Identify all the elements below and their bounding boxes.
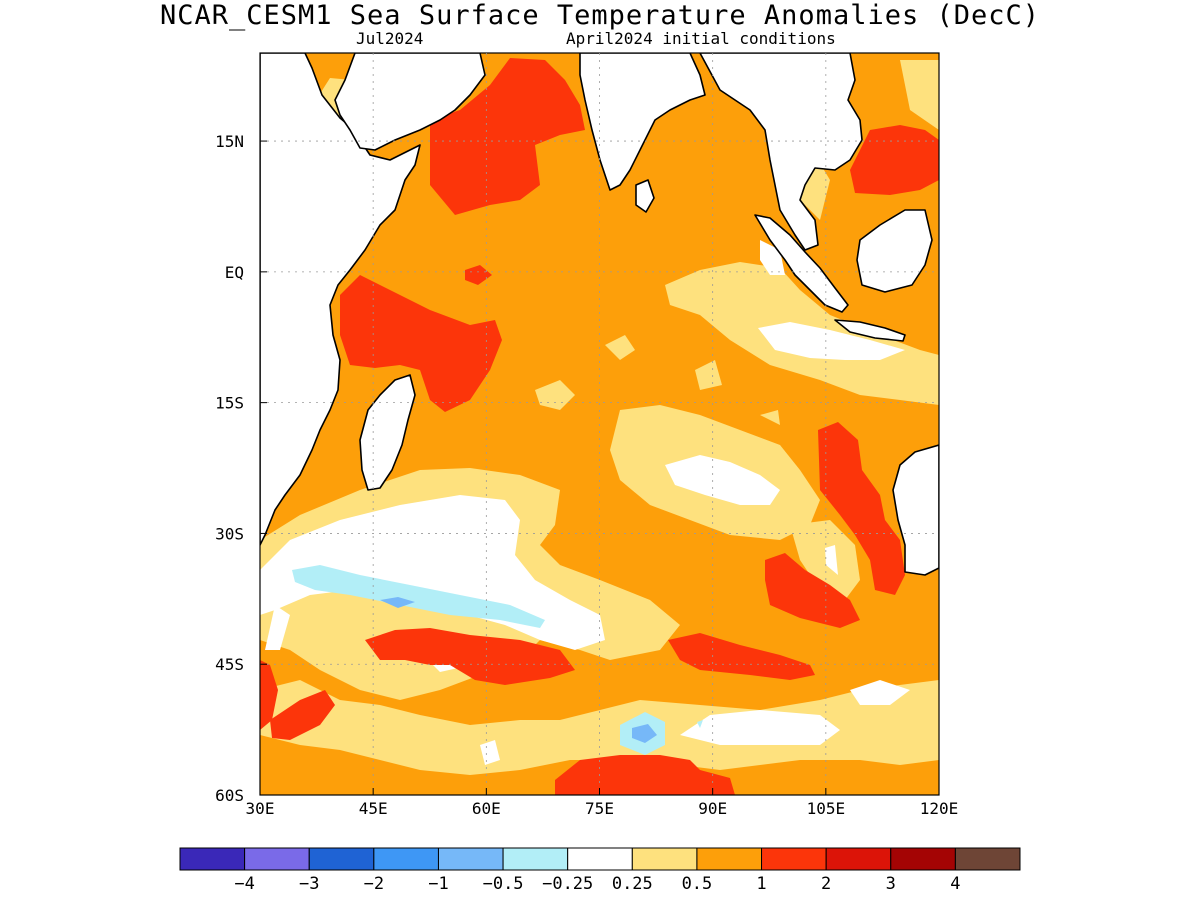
lat-tick-label: 15N [215,132,244,151]
colorbar-label: −2 [364,874,384,894]
lon-tick-label: 30E [246,799,275,818]
colorbar-swatch [567,847,633,871]
sumatra-land [754,214,849,313]
colorbar-swatch [502,847,569,871]
colorbar-swatch [373,847,439,871]
lon-tick-label: 75E [585,799,614,818]
colorbar-swatch [437,847,504,871]
southeast-asia-land [699,53,863,251]
map-title: NCAR_CESM1 Sea Surface Temperature Anoma… [159,0,1041,31]
gridlines [260,53,939,795]
lon-tick-label: 90E [698,799,727,818]
lat-tick-label: 30S [215,524,244,543]
colorbar-swatch [244,847,310,871]
colorbar-swatch [890,847,956,871]
anomaly-1-2-regions [260,58,939,795]
colorbar-swatch [954,847,1021,871]
colorbar-swatch [631,847,698,871]
lat-tick-label: EQ [225,263,244,282]
lat-tick-label: 15S [215,394,244,413]
colorbar-label: 0.5 [682,874,713,894]
colorbar-label: −1 [428,874,448,894]
colorbar-swatch [308,847,375,871]
colorbar-swatch [825,847,892,871]
lon-tick-label: 45E [359,799,388,818]
colorbar-label: −4 [234,874,254,894]
india-land [579,53,706,191]
colorbar-label: 1 [756,874,766,894]
lat-tick-group: 15N EQ 15S 30S 45S 60S [215,132,267,805]
colorbar-label: 0.25 [612,874,653,894]
lon-tick-label: 60E [472,799,501,818]
colorbar-label: −0.5 [483,874,524,894]
colorbar-label: 4 [950,874,960,894]
colorbar-label: −3 [299,874,319,894]
arabia-land [334,53,486,151]
landmasses [260,53,939,576]
anomaly-neg05-neg1-regions [380,597,657,743]
colorbar-label: 3 [886,874,896,894]
forecast-month: Jul2024 [356,29,424,48]
borneo-land [856,209,933,293]
sri-lanka-land [635,179,655,213]
madagascar-land [359,374,416,491]
colorbar-label: 2 [821,874,831,894]
colorbar-label: −0.25 [542,874,593,894]
colorbar-swatch [179,847,246,871]
initial-conditions: April2024 initial conditions [566,29,836,48]
colorbar-swatch [696,847,763,871]
colorbar: −4 −3 −2 −1 −0.5 −0.25 0.25 0.5 1 2 3 4 [179,847,1021,894]
australia-land [892,444,939,576]
lon-tick-label: 120E [920,799,959,818]
lon-tick-group: 30E 45E 60E 75E 90E 105E 120E [246,788,959,818]
colorbar-swatch [761,847,827,871]
lat-tick-label: 45S [215,655,244,674]
lat-tick-label: 60S [215,786,244,805]
lon-tick-label: 105E [807,799,846,818]
java-land [834,319,906,342]
